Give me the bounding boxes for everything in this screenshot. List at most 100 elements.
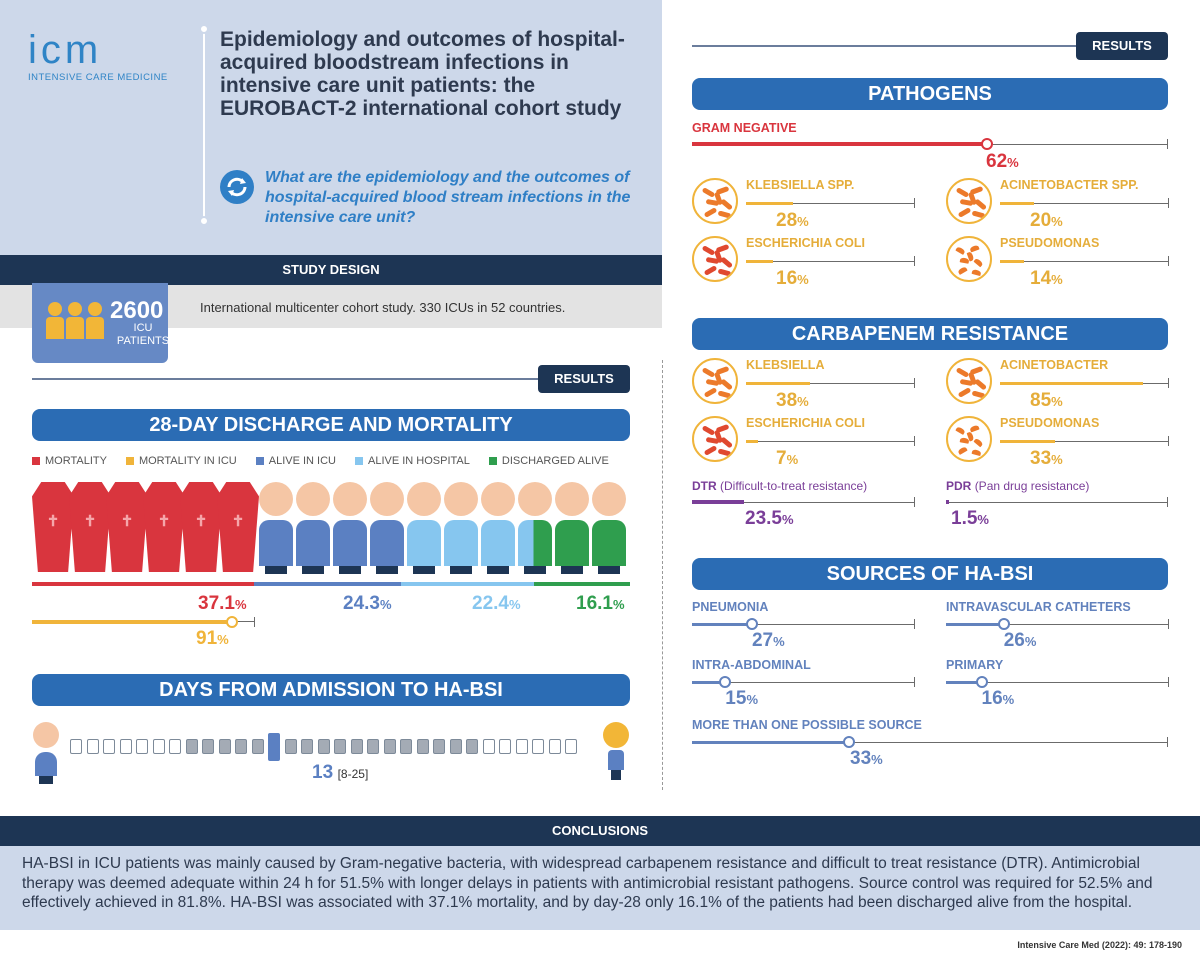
- alive-icu-figure: [256, 482, 296, 572]
- day-cell: [70, 739, 82, 754]
- track-end: [1168, 436, 1169, 446]
- results-badge: RESULTS: [538, 365, 630, 393]
- carbapenem-title: CARBAPENEM RESISTANCE: [692, 318, 1168, 350]
- pathogen-bar: [1000, 260, 1024, 263]
- results-line: [32, 378, 552, 380]
- gram-negative-marker: [981, 138, 993, 150]
- day-cell: [186, 739, 198, 754]
- day-cell: [549, 739, 561, 754]
- pathogen-bar: [746, 440, 758, 443]
- track-end: [1167, 139, 1168, 149]
- day-cell: [285, 739, 297, 754]
- legend-swatch: [256, 457, 264, 465]
- source-bar: [692, 623, 752, 626]
- multi-source-label: MORE THAN ONE POSSIBLE SOURCE: [692, 718, 922, 732]
- discharge-badge-icon: [603, 722, 629, 748]
- gram-negative-value: 62%: [986, 151, 1019, 173]
- pdr-bar: [946, 500, 949, 504]
- legend-label: MORTALITY IN ICU: [139, 455, 237, 467]
- day-cell: [433, 739, 445, 754]
- day-cell: [565, 739, 577, 754]
- gram-negative-bar: [692, 142, 987, 146]
- discharged-figure: [552, 482, 592, 572]
- day-cell: [87, 739, 99, 754]
- source-value: 26%: [1004, 630, 1037, 652]
- source-marker: [976, 676, 988, 688]
- pathogen-label: ESCHERICHIA COLI: [746, 416, 865, 430]
- pathogen-bar: [746, 260, 773, 263]
- bacteria-icon: [946, 416, 992, 462]
- legend-label: ALIVE IN ICU: [269, 455, 336, 467]
- day-cell: [450, 739, 462, 754]
- track-line: [946, 502, 1168, 503]
- pathogen-label: PSEUDOMONAS: [1000, 236, 1099, 250]
- pathogen-bar: [746, 202, 793, 205]
- mortality-icu-value: 91%: [196, 628, 229, 650]
- alive-hospital-bar: [401, 582, 534, 586]
- legend-label: ALIVE IN HOSPITAL: [368, 455, 470, 467]
- legend-swatch: [355, 457, 363, 465]
- alive-hospital-figure: [441, 482, 481, 572]
- source-marker: [719, 676, 731, 688]
- discharge-title: 28-DAY DISCHARGE AND MORTALITY: [32, 409, 630, 441]
- pathogen-value: 14%: [1030, 268, 1063, 290]
- coffin-icon: ✝: [69, 482, 111, 572]
- coffin-icon: ✝: [106, 482, 148, 572]
- pathogen-bar: [746, 382, 810, 385]
- day-cell: [318, 739, 330, 754]
- day-cell: [532, 739, 544, 754]
- discharged-bar: [534, 582, 630, 586]
- day-cell: [334, 739, 346, 754]
- source-label: PRIMARY: [946, 658, 1003, 672]
- source-marker: [998, 618, 1010, 630]
- multi-source-marker: [843, 736, 855, 748]
- divider-dot: [199, 216, 209, 226]
- coffin-icon: ✝: [180, 482, 222, 572]
- pathogen-label: PSEUDOMONAS: [1000, 416, 1099, 430]
- conclusions-header: CONCLUSIONS: [0, 816, 1200, 846]
- track-end: [914, 378, 915, 388]
- alive-icu-figure: [330, 482, 370, 572]
- track-end: [914, 677, 915, 687]
- column-divider: [662, 360, 663, 790]
- gram-negative-label: GRAM NEGATIVE: [692, 121, 797, 135]
- track-end: [1168, 619, 1169, 629]
- source-label: INTRA-ABDOMINAL: [692, 658, 811, 672]
- track-end: [1168, 256, 1169, 266]
- pathogen-label: ACINETOBACTER: [1000, 358, 1108, 372]
- multi-source-bar: [692, 741, 849, 744]
- pdr-label: PDR (Pan drug resistance): [946, 479, 1089, 493]
- infographic: icm INTENSIVE CARE MEDICINE Epidemiology…: [0, 0, 1200, 960]
- pathogen-label: ESCHERICHIA COLI: [746, 236, 865, 250]
- track-end: [254, 617, 255, 627]
- bacteria-icon: [946, 178, 992, 224]
- dtr-label: DTR (Difficult-to-treat resistance): [692, 479, 867, 493]
- median-day-cell: [268, 733, 280, 761]
- patient-figure: [611, 770, 621, 780]
- alive-icu-value: 24.3%: [343, 593, 392, 615]
- mortality-bar: [32, 582, 254, 586]
- legend-label: DISCHARGED ALIVE: [502, 455, 609, 467]
- legend-item: MORTALITY: [32, 455, 107, 467]
- sources-grid: PNEUMONIA 27% INTRAVASCULAR CATHETERS 26% IN…: [692, 600, 1168, 720]
- track-end: [1168, 677, 1169, 687]
- mortality-icu-bar: [32, 620, 232, 624]
- pdr-value: 1.5%: [951, 508, 989, 530]
- pathogen-value: 20%: [1030, 210, 1063, 232]
- discharged-figure: [515, 482, 555, 572]
- logo-subtitle: INTENSIVE CARE MEDICINE: [28, 72, 198, 83]
- results-line: [692, 45, 1092, 47]
- day-cell: [466, 739, 478, 754]
- source-marker: [746, 618, 758, 630]
- track-end: [914, 256, 915, 266]
- days-title: DAYS FROM ADMISSION TO HA-BSI: [32, 674, 630, 706]
- pathogen-label: KLEBSIELLA SPP.: [746, 178, 854, 192]
- day-cell: [367, 739, 379, 754]
- day-cell: [202, 739, 214, 754]
- legend-item: ALIVE IN HOSPITAL: [355, 455, 470, 467]
- track-end: [914, 436, 915, 446]
- day-cell: [351, 739, 363, 754]
- person-icon: [66, 302, 84, 338]
- day-cell: [252, 739, 264, 754]
- patient-count: 2600: [110, 297, 163, 325]
